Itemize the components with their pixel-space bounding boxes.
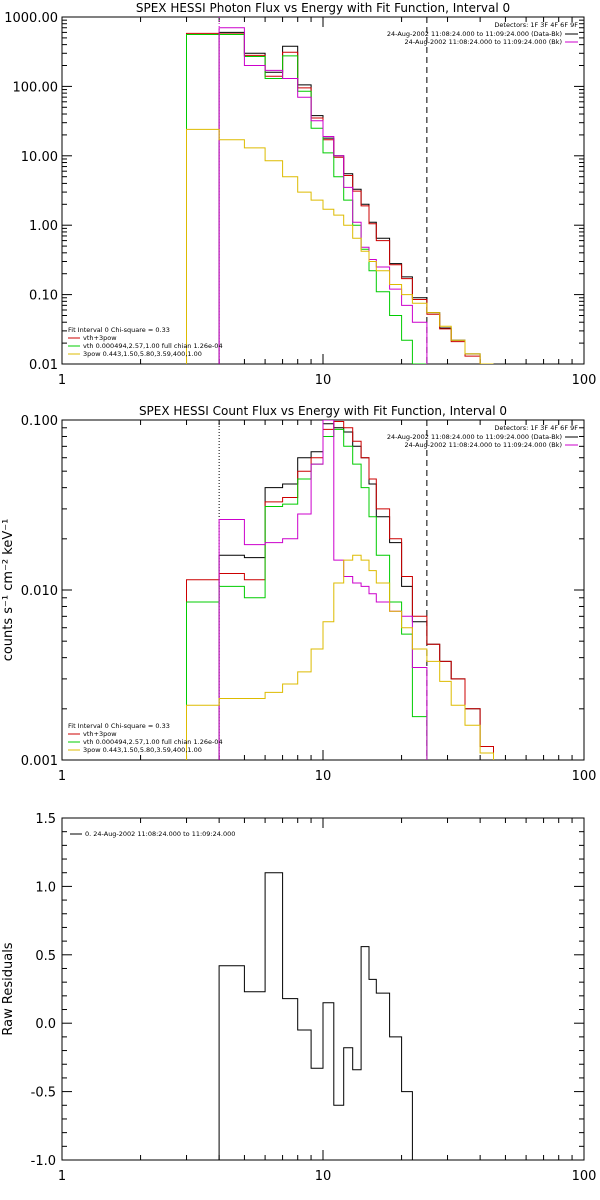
series-group [186,420,494,760]
y-tick-label: 0.001 [21,754,58,769]
time-range-label: 24-Aug-2002 11:08:24.000 to 11:09:24.000… [387,30,562,38]
series-group [218,872,427,1160]
series-line-1 [218,872,427,1160]
series-line-2 [186,421,494,760]
x-tick-label: 100 [572,373,597,388]
legend-title: Fit Interval 0 Chi-square = 0.33 [68,722,170,730]
chart-title: SPEX HESSI Count Flux vs Energy with Fit… [139,404,507,418]
series-line-1 [218,31,494,364]
y-tick-label: 100.00 [13,80,59,95]
time-range-label: 24-Aug-2002 11:08:24.000 to 11:09:24.000… [387,433,562,441]
plot-frame [61,817,585,1161]
series-line-3 [186,428,428,760]
y-tick-label: 1.5 [35,812,56,827]
legend-entry: vth 0.000494,2.57,1.00 full chian 1.26e-… [83,738,223,746]
legend-entry: 0. 24-Aug-2002 11:08:24.000 to 11:09:24.… [85,830,235,838]
plot-frame [61,419,585,761]
y-tick-label: 0.0 [35,1017,56,1032]
panel-1: SPEX HESSI Photon Flux vs Energy with Fi… [4,1,596,388]
y-tick-label: 1000.00 [4,11,58,26]
y-tick-label: -1.0 [31,1154,56,1169]
legend-entry: vth+3pow [83,334,117,342]
y-tick-label: 0.100 [21,414,58,429]
chart-title: SPEX HESSI Photon Flux vs Energy with Fi… [136,1,510,15]
legend-entry: 3pow 0.443,1.50,5.80,3.59,400,1.00 [83,350,202,358]
legend-entry: vth 0.000494,2.57,1.00 full chian 1.26e-… [83,342,223,350]
time-range-label: 24-Aug-2002 11:08:24.000 to 11:09:24.000… [405,441,562,449]
detectors-label: Detectors: 1F 3F 4F 6F 9F [494,21,578,29]
x-tick-label: 10 [315,769,332,784]
series-line-2 [186,32,494,364]
y-tick-label: 0.010 [21,584,58,599]
panel-2: SPEX HESSI Count Flux vs Energy with Fit… [1,404,596,784]
legend-entry: vth+3pow [83,730,117,738]
x-tick-label: 100 [572,1169,597,1184]
y-tick-label: 10.00 [21,150,58,165]
y-tick-label: -0.5 [31,1086,56,1101]
y-axis-label: counts s⁻¹ cm⁻² keV⁻¹ [1,519,16,662]
series-line-4 [218,27,428,364]
y-tick-label: 0.10 [29,289,58,304]
plot-frame [61,16,585,365]
series-line-3 [186,34,427,364]
x-tick-label: 1 [58,1169,66,1184]
series-line-5 [186,554,494,760]
x-tick-label: 1 [58,769,66,784]
time-range-label: 24-Aug-2002 11:08:24.000 to 11:09:24.000… [405,38,562,46]
y-tick-label: 1.0 [35,880,56,895]
panel-3: 1 10 100 1.5 1.0 0.5 0.0 -0.5 -1.0 Raw Residuals 0… [1,812,596,1184]
x-tick-label: 100 [572,769,597,784]
series-line-5 [186,128,494,364]
x-tick-label: 10 [315,1169,332,1184]
series-group [186,27,494,364]
y-tick-label: 0.01 [29,358,58,373]
x-tick-label: 1 [58,373,66,388]
series-line-4 [218,420,428,760]
legend-entry: 3pow 0.443,1.50,5.80,3.59,400,1.00 [83,746,202,754]
series-line-1 [218,423,494,760]
y-tick-label: 1.00 [29,219,58,234]
legend-title: Fit Interval 0 Chi-square = 0.33 [68,326,170,334]
y-axis-label: Raw Residuals [1,942,16,1035]
y-tick-label: 0.5 [35,949,56,964]
detectors-label: Detectors: 1F 3F 4F 6F 9F [494,424,578,432]
x-tick-label: 10 [315,373,332,388]
